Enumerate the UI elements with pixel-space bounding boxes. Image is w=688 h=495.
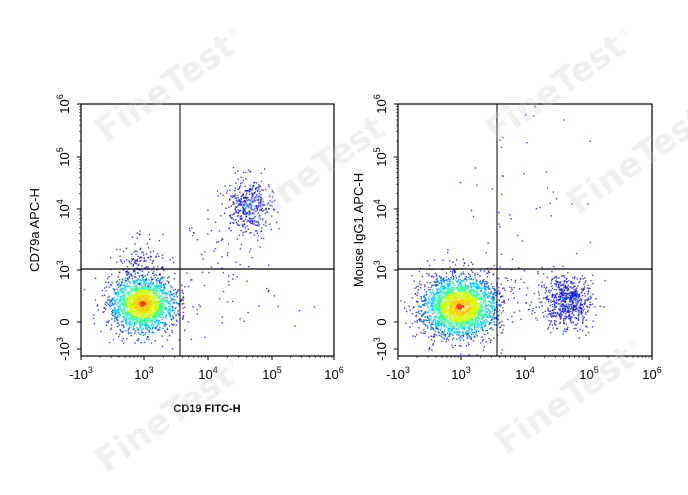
x-tick-label: 104 bbox=[198, 365, 217, 382]
x-tick-label: 103 bbox=[134, 365, 153, 382]
x-tick-label: -103 bbox=[69, 365, 93, 382]
y-tick-label: 105 bbox=[372, 147, 389, 166]
y-tick-label: 103 bbox=[55, 260, 72, 279]
scatter-points bbox=[400, 106, 606, 356]
plot-isotype-vs-cd19: -103 103 104 105 106 106 105 104 103 0 -103 Mouse … bbox=[351, 94, 662, 382]
x-tick-label: 104 bbox=[515, 365, 534, 382]
y-axis-label: CD79a APC-H bbox=[27, 188, 42, 272]
y-tick-label: 103 bbox=[372, 260, 389, 279]
y-tick-label: 104 bbox=[55, 199, 72, 218]
axes: -103 103 104 105 106 106 105 104 103 0 -103 bbox=[55, 94, 344, 382]
y-tick-label: -103 bbox=[372, 337, 389, 361]
x-tick-label: 105 bbox=[262, 365, 281, 382]
y-tick-label: 106 bbox=[372, 94, 389, 113]
y-axis-label: Mouse IgG1 APC-H bbox=[351, 173, 366, 287]
x-axis-label: CD19 FITC-H bbox=[173, 403, 240, 415]
y-tick-label: 104 bbox=[372, 199, 389, 218]
axes: -103 103 104 105 106 106 105 104 103 0 -103 bbox=[372, 94, 662, 382]
y-tick-label: 0 bbox=[374, 318, 389, 325]
x-tick-label: 103 bbox=[451, 365, 470, 382]
scatter-points bbox=[84, 167, 315, 350]
plot-cd79a-vs-cd19: -103 103 104 105 106 106 105 104 103 0 -103 CD79a … bbox=[27, 94, 344, 415]
x-tick-label: 105 bbox=[579, 365, 598, 382]
x-tick-label: -103 bbox=[386, 365, 410, 382]
y-tick-label: 106 bbox=[55, 94, 72, 113]
y-tick-label: 0 bbox=[57, 318, 72, 325]
x-tick-label: 106 bbox=[642, 365, 661, 382]
x-tick-label: 106 bbox=[324, 365, 343, 382]
y-tick-label: -103 bbox=[55, 337, 72, 361]
y-tick-label: 105 bbox=[55, 147, 72, 166]
